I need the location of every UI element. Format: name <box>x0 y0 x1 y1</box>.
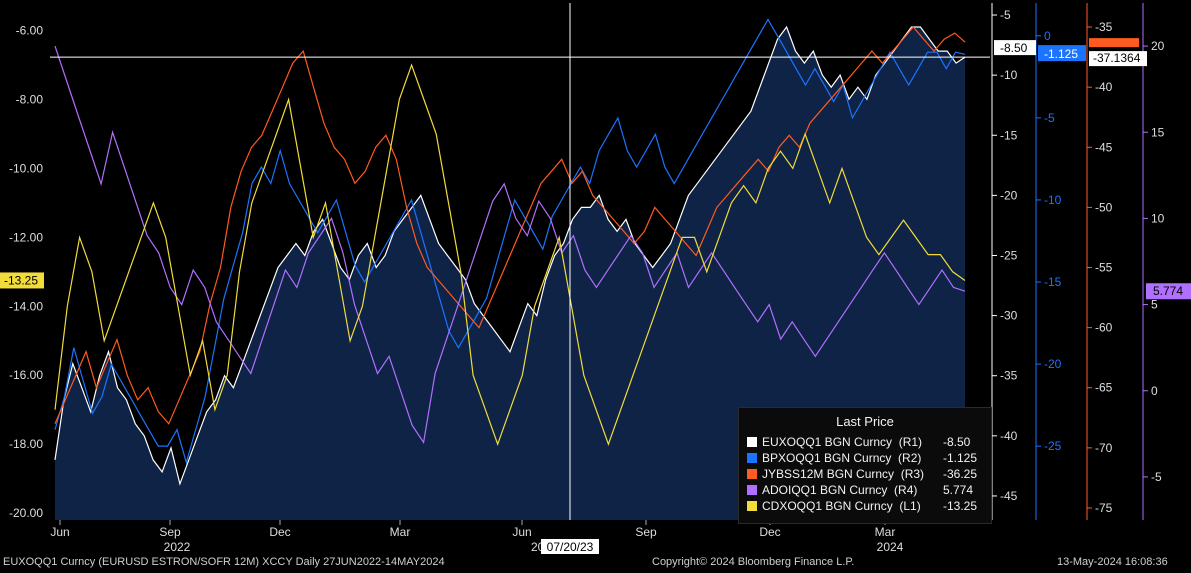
axis-R2-tick-label: 0 <box>1044 29 1051 43</box>
multi-series-line-chart: Jun Sep Dec Mar Jun Sep Dec Mar 2022 2024 20 07/20/… <box>0 3 1191 554</box>
axis-R4-tick-label: 15 <box>1151 125 1165 139</box>
axis-R1-tick-label: -25 <box>1000 248 1018 262</box>
axis-R3-tick-label: -50 <box>1095 200 1113 214</box>
series-line-2 <box>54 26 966 425</box>
r1-last-value-label: -8.50 <box>1000 41 1028 55</box>
axis-R3-tick-label: -70 <box>1095 441 1113 455</box>
legend-item-jybss12m: JYBSS12M BGN Curncy (R3) -36.25 <box>739 466 991 482</box>
y-left-tick-label: -18.00 <box>9 437 43 451</box>
series-line-0 <box>54 25 966 486</box>
series-line-4 <box>54 63 966 446</box>
r3-extra-value-badge <box>1089 51 1147 67</box>
axis-R3-tick-label: -40 <box>1095 80 1113 94</box>
left-last-value-label: -13.25 <box>4 273 38 287</box>
r4-last-value-label: 5.774 <box>1153 284 1183 298</box>
y-left-tick-label: -16.00 <box>9 368 43 382</box>
legend-series-name: CDXOQQ1 BGN Curncy (L1) <box>762 499 921 513</box>
r3-extra-value-label: -37.1364 <box>1093 51 1141 65</box>
r2-last-value-badge <box>1038 45 1086 62</box>
legend-series-value: -36.25 <box>943 467 978 481</box>
axis-R2-tick-label: -20 <box>1044 357 1062 371</box>
legend-series-name: ADOIQQ1 BGN Curncy (R4) <box>762 483 918 497</box>
footer-timestamp: 13-May-2024 16:08:36 <box>1057 556 1168 568</box>
x-tick-label: Jun <box>50 525 69 539</box>
axis-R3-tick-label: -75 <box>1095 501 1113 515</box>
axis-R3-tick-label: -45 <box>1095 140 1113 154</box>
y-left-tick-label: -6.00 <box>16 24 44 38</box>
legend-series-value: 5.774 <box>943 483 974 497</box>
legend-item-cdxoqq1: CDXOQQ1 BGN Curncy (L1) -13.25 <box>739 498 991 514</box>
legend-swatch <box>747 437 757 447</box>
x-year-label: 2024 <box>877 540 904 554</box>
series-line-3 <box>54 45 966 444</box>
axis-R3-tick-label: -55 <box>1095 261 1113 275</box>
legend-item-euxoqq1: EUXOQQ1 BGN Curncy (R1) -8.50 <box>739 434 991 450</box>
axis-R1-tick-label: -35 <box>1000 369 1018 383</box>
axis-R3-tick-label: -65 <box>1095 381 1113 395</box>
r1-last-value-badge <box>994 40 1036 56</box>
legend-series-value: -13.25 <box>943 499 978 513</box>
legend-item-adoiqq1: ADOIQQ1 BGN Curncy (R4) 5.774 <box>739 482 991 498</box>
footer-security-description: EUXOQQ1 Curncy (EURUSD ESTRON/SOFR 12M) … <box>3 556 445 568</box>
legend-item-bpxoqq1: BPXOQQ1 BGN Curncy (R2) -1.125 <box>739 450 991 466</box>
legend-series-name: EUXOQQ1 BGN Curncy (R1) <box>762 435 923 449</box>
x-tick-label: Mar <box>875 525 896 539</box>
axis-R1-tick-label: -15 <box>1000 128 1018 142</box>
axis-R4-tick-label: 0 <box>1151 384 1158 398</box>
axis-R4-tick-label: 20 <box>1151 39 1165 53</box>
axis-R1-tick-label: -5 <box>1000 8 1011 22</box>
axis-R2-tick-label: -5 <box>1044 111 1055 125</box>
series-area-0 <box>55 27 965 520</box>
legend-swatch <box>747 501 757 511</box>
axis-R4-tick-label: 10 <box>1151 211 1165 225</box>
footer-copyright: Copyright© 2024 Bloomberg Finance L.P. <box>652 556 855 568</box>
axis-R3-tick-label: -60 <box>1095 321 1113 335</box>
axis-R1-tick-label: -10 <box>1000 68 1018 82</box>
left-last-value-badge <box>0 272 44 289</box>
y-left-tick-label: -12.00 <box>9 230 43 244</box>
axis-R1-tick-label: -30 <box>1000 309 1018 323</box>
x-tick-label: Sep <box>635 525 657 539</box>
x-tick-label: Sep <box>159 525 181 539</box>
axis-R4-tick-label: -5 <box>1151 470 1162 484</box>
chart-legend: Last Price EUXOQQ1 BGN Curncy (R1) -8.50… <box>738 407 992 524</box>
x-tick-label: Dec <box>269 525 290 539</box>
legend-swatch <box>747 485 757 495</box>
x-year-label: 2022 <box>164 540 191 554</box>
axis-R2-tick-label: -15 <box>1044 275 1062 289</box>
y-left-tick-label: -20.00 <box>9 506 43 520</box>
axis-R4-tick-label: 5 <box>1151 298 1158 312</box>
y-left-tick-label: -10.00 <box>9 161 43 175</box>
legend-series-value: -1.125 <box>943 451 978 465</box>
series-line-1 <box>54 18 966 465</box>
axis-R3-tick-label: -35 <box>1095 20 1113 34</box>
axis-R1-tick-label: -40 <box>1000 429 1018 443</box>
y-left-tick-label: -14.00 <box>9 299 43 313</box>
footer-bar: EUXOQQ1 Curncy (EURUSD ESTRON/SOFR 12M) … <box>0 554 1191 573</box>
r2-last-value-label: -1.125 <box>1044 47 1078 61</box>
axis-R2-tick-label: -10 <box>1044 193 1062 207</box>
crosshair-date-label: 07/20/23 <box>547 540 594 554</box>
axis-R1-tick-label: -20 <box>1000 188 1018 202</box>
legend-series-name: BPXOQQ1 BGN Curncy (R2) <box>762 451 922 465</box>
y-left-tick-label: -8.00 <box>16 93 44 107</box>
legend-title: Last Price <box>836 414 894 429</box>
legend-series-name: JYBSS12M BGN Curncy (R3) <box>762 467 925 481</box>
legend-swatch <box>747 453 757 463</box>
r3-last-value-badge <box>1089 38 1139 48</box>
crosshair-date-box <box>541 539 599 554</box>
axis-R2-tick-label: -25 <box>1044 439 1062 453</box>
legend-series-value: -8.50 <box>943 435 971 449</box>
x-tick-label: Dec <box>759 525 780 539</box>
axis-R1-tick-label: -45 <box>1000 489 1018 503</box>
x-tick-label: Mar <box>390 525 411 539</box>
r4-last-value-badge <box>1146 283 1191 300</box>
legend-swatch <box>747 469 757 479</box>
x-tick-label: Jun <box>512 525 531 539</box>
